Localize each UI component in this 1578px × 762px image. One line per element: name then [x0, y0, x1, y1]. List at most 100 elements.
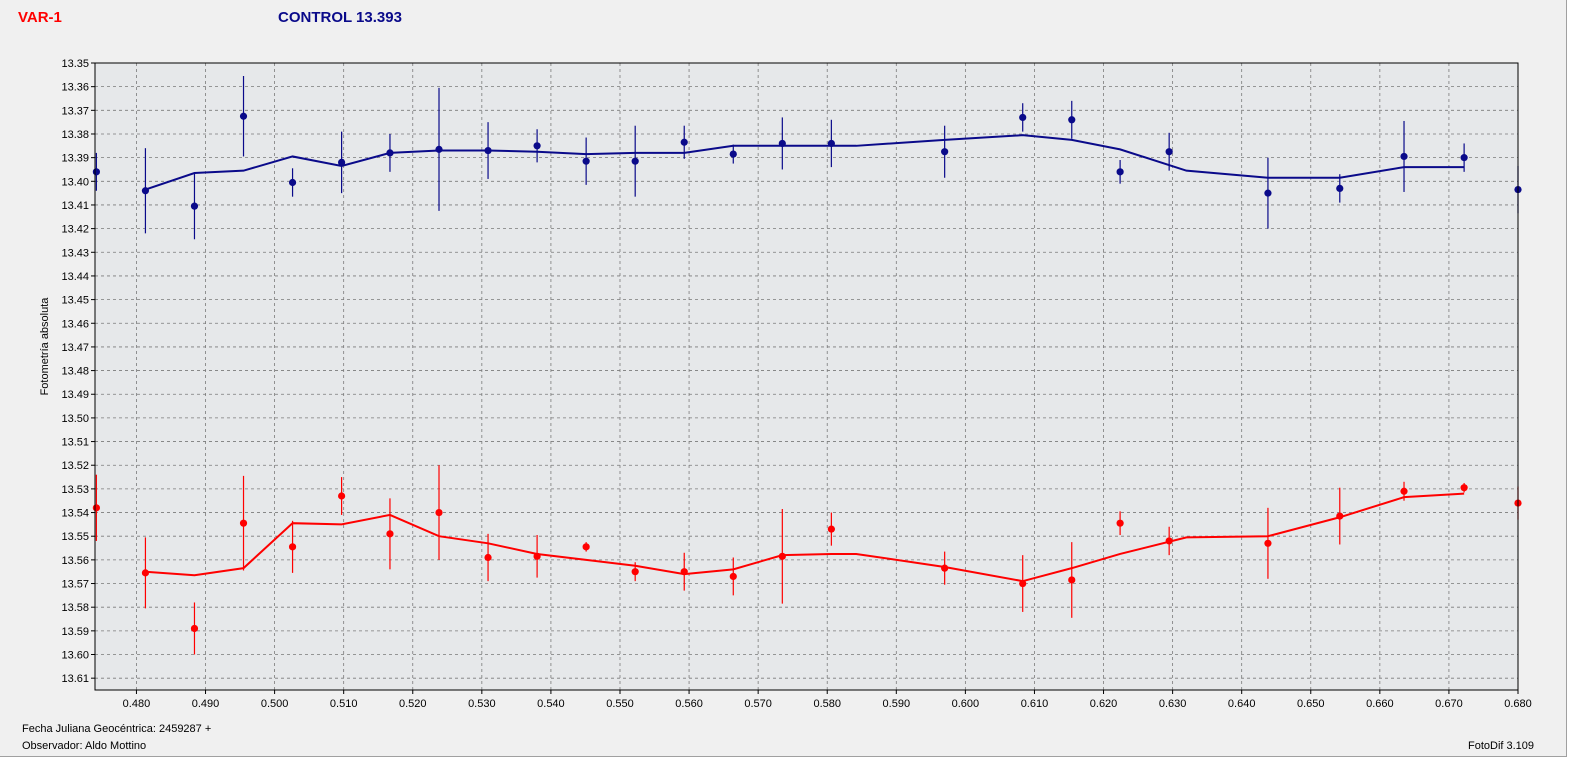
- data-point: [1165, 537, 1173, 545]
- y-tick-label: 13.49: [61, 389, 89, 401]
- y-axis-label: Fotometría absoluta: [39, 297, 51, 396]
- data-point: [729, 572, 737, 581]
- y-tick-label: 13.48: [61, 366, 89, 378]
- y-tick-label: 13.58: [61, 602, 89, 614]
- data-point: [1400, 487, 1408, 495]
- y-tick-label: 13.46: [61, 318, 89, 330]
- y-tick-label: 13.54: [61, 508, 89, 520]
- x-tick-label: 0.650: [1297, 698, 1325, 710]
- julian-date-label: Fecha Juliana Geocéntrica: 2459287 +: [22, 723, 212, 735]
- x-tick-label: 0.570: [744, 698, 772, 710]
- data-point: [582, 157, 590, 165]
- data-point: [288, 178, 297, 187]
- data-point: [1019, 579, 1027, 588]
- y-tick-label: 13.41: [61, 200, 89, 212]
- data-point: [533, 552, 541, 560]
- x-tick-label: 0.550: [606, 698, 634, 710]
- plot-area: [95, 63, 1518, 690]
- data-point: [435, 145, 443, 153]
- y-tick-label: 13.37: [61, 105, 89, 117]
- y-tick-label: 13.36: [61, 82, 89, 94]
- data-point: [386, 530, 394, 538]
- data-point: [582, 543, 590, 551]
- x-tick-label: 0.480: [123, 698, 151, 710]
- data-point: [827, 139, 835, 148]
- grid-layer: [95, 62, 1519, 690]
- data-point: [92, 504, 100, 512]
- software-label: FotoDif 3.109: [1468, 740, 1535, 752]
- data-point: [1264, 539, 1272, 547]
- y-tick-label: 13.50: [61, 413, 89, 425]
- data-point: [1336, 512, 1344, 520]
- data-point: [1460, 484, 1468, 492]
- y-tick-label: 13.56: [61, 555, 89, 567]
- x-tick-label: 0.590: [883, 698, 911, 710]
- x-tick-label: 0.640: [1228, 698, 1256, 710]
- y-tick-label: 13.57: [61, 579, 89, 591]
- x-tick-label: 0.540: [537, 698, 565, 710]
- data-point: [1068, 576, 1076, 584]
- y-tick-label: 13.53: [61, 484, 89, 496]
- data-point: [533, 142, 541, 150]
- y-tick-label: 13.44: [61, 271, 89, 283]
- y-tick-label: 13.59: [61, 626, 89, 638]
- y-tick-label: 13.55: [61, 531, 89, 543]
- x-tick-label: 0.560: [675, 698, 703, 710]
- data-point: [435, 508, 443, 517]
- data-point: [680, 138, 688, 146]
- data-point: [631, 157, 639, 165]
- x-tick-label: 0.620: [1090, 698, 1118, 710]
- data-point: [1400, 152, 1408, 161]
- y-tick-label: 13.61: [61, 673, 89, 685]
- tick-layer: 0.480 0.490 0.500 0.510 0.520 0.530 0.540 0.550…: [61, 58, 1531, 710]
- data-point: [778, 139, 786, 148]
- data-point: [1116, 519, 1124, 527]
- x-tick-label: 0.500: [261, 698, 289, 710]
- x-tick-label: 0.630: [1159, 698, 1187, 710]
- data-point: [141, 569, 150, 577]
- data-point: [680, 568, 688, 576]
- data-point: [190, 624, 199, 633]
- data-point: [239, 519, 248, 527]
- data-point: [338, 158, 346, 166]
- y-tick-label: 13.42: [61, 224, 89, 236]
- x-tick-label: 0.530: [468, 698, 496, 710]
- data-point: [484, 146, 492, 155]
- data-point: [1165, 148, 1173, 156]
- x-tick-label: 0.610: [1021, 698, 1049, 710]
- x-tick-label: 0.660: [1366, 698, 1394, 710]
- x-tick-label: 0.580: [813, 698, 841, 710]
- data-point: [1068, 116, 1076, 124]
- series-layer: [92, 76, 1522, 655]
- y-tick-label: 13.35: [61, 58, 89, 70]
- data-point: [1460, 154, 1468, 162]
- y-tick-label: 13.52: [61, 460, 89, 472]
- y-tick-label: 13.43: [61, 247, 89, 259]
- y-tick-label: 13.60: [61, 650, 89, 662]
- control-star-label: CONTROL 13.393: [278, 9, 402, 26]
- y-tick-label: 13.51: [61, 437, 89, 449]
- data-point: [941, 564, 949, 572]
- data-point: [338, 492, 346, 500]
- x-tick-label: 0.670: [1435, 698, 1463, 710]
- y-tick-label: 13.39: [61, 153, 89, 165]
- x-tick-label: 0.490: [192, 698, 220, 710]
- plot-border: [94, 62, 1519, 691]
- x-tick-label: 0.520: [399, 698, 427, 710]
- data-point: [1336, 184, 1344, 192]
- data-point: [941, 148, 949, 156]
- light-curve-chart: 0.480 0.490 0.500 0.510 0.520 0.530 0.540 0.550…: [39, 58, 1532, 710]
- data-point: [1264, 189, 1272, 197]
- series-1: [92, 465, 1522, 655]
- x-tick-label: 0.510: [330, 698, 358, 710]
- data-point: [778, 552, 786, 560]
- x-tick-label: 0.600: [952, 698, 980, 710]
- data-point: [141, 187, 150, 195]
- series-0: [92, 76, 1522, 240]
- data-point: [386, 149, 394, 157]
- data-point: [1116, 168, 1124, 176]
- y-tick-label: 13.47: [61, 342, 89, 354]
- y-tick-label: 13.40: [61, 176, 89, 188]
- y-tick-label: 13.45: [61, 295, 89, 307]
